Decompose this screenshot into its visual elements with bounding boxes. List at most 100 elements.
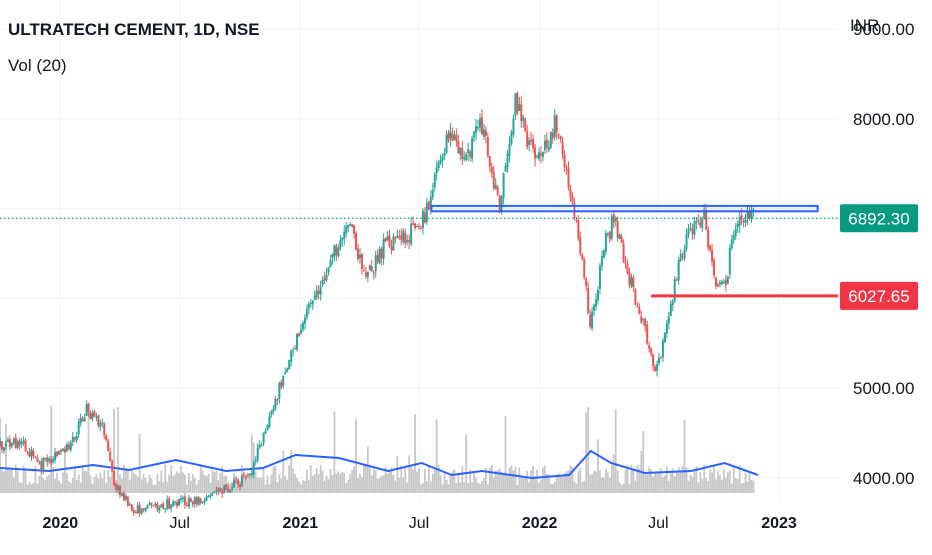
- candle-body: [6, 439, 9, 443]
- candle-body: [203, 499, 206, 503]
- volume-bar: [154, 484, 157, 493]
- volume-bar: [624, 469, 627, 493]
- volume-bar: [577, 470, 580, 493]
- candle-body: [539, 153, 542, 156]
- candle-body: [81, 419, 84, 422]
- y-tick-label: 4000.00: [853, 469, 914, 488]
- candle-body: [335, 246, 338, 256]
- volume-bar: [292, 468, 295, 493]
- volume-bar: [150, 478, 153, 493]
- volume-bar: [304, 480, 306, 493]
- volume-bar: [461, 466, 464, 493]
- candle-body: [591, 311, 594, 329]
- candle-body: [115, 483, 118, 490]
- y-tick-label: 9000.00: [853, 20, 914, 39]
- volume-bar: [492, 477, 495, 493]
- candle-body: [421, 210, 424, 229]
- volume-bar: [575, 483, 578, 493]
- volume-bar: [561, 474, 564, 493]
- candle-body: [260, 444, 263, 446]
- volume-bar: [46, 476, 49, 493]
- candle-body: [600, 255, 603, 267]
- candle-body: [362, 270, 365, 272]
- volume-bar: [264, 484, 267, 493]
- volume-bar: [351, 470, 354, 493]
- candle-body: [276, 399, 279, 401]
- candle-body: [683, 249, 686, 259]
- x-tick-label: Jul: [409, 515, 429, 532]
- candle-body: [154, 504, 157, 506]
- candle-body: [205, 496, 208, 501]
- candle-body: [425, 202, 428, 222]
- volume-bar: [514, 467, 517, 493]
- candle-body: [317, 290, 320, 294]
- candle-body: [532, 138, 535, 149]
- volume-bar: [740, 483, 743, 493]
- volume-bar: [217, 479, 220, 493]
- candle-body: [520, 104, 523, 121]
- candle-body: [126, 496, 129, 506]
- volume-bar: [189, 480, 192, 493]
- candle-body: [132, 510, 135, 513]
- volume-bar: [199, 465, 202, 493]
- volume-bar: [0, 417, 1, 493]
- candle-body: [689, 228, 692, 230]
- volume-bar: [601, 477, 603, 493]
- candle-body: [465, 154, 468, 160]
- candle-body: [496, 186, 499, 195]
- volume-bar: [433, 466, 436, 493]
- candle-body: [372, 272, 375, 274]
- candle-body: [303, 317, 306, 324]
- candle-body: [38, 462, 41, 464]
- volume-bar: [622, 483, 625, 493]
- candle-body: [691, 228, 694, 234]
- volume-bar: [134, 474, 137, 493]
- volume-bar: [317, 474, 320, 493]
- candle-body: [587, 287, 590, 314]
- volume-bar: [353, 466, 355, 493]
- candle-body: [52, 458, 55, 462]
- candle-body: [223, 485, 226, 493]
- volume-bar: [164, 464, 167, 493]
- candle-body: [93, 411, 96, 417]
- candle-body: [659, 357, 662, 359]
- volume-bar: [42, 477, 45, 493]
- volume-bar: [567, 470, 570, 493]
- volume-bar: [333, 411, 336, 493]
- candle-body: [734, 228, 737, 237]
- volume-bar: [329, 468, 332, 493]
- candle-body: [718, 283, 721, 285]
- volume-bar: [140, 479, 143, 493]
- volume-bar: [441, 484, 444, 493]
- candle-body: [343, 231, 346, 239]
- volume-bar: [656, 471, 658, 493]
- volume-bar: [148, 474, 151, 493]
- volume-bar: [121, 478, 123, 493]
- volume-bar: [392, 474, 395, 493]
- candle-body: [187, 497, 190, 507]
- volume-bar: [506, 473, 509, 493]
- candle-body: [492, 171, 495, 188]
- volume-bar: [573, 481, 576, 493]
- volume-indicator-label[interactable]: Vol (20): [8, 56, 67, 75]
- volume-bar: [142, 473, 145, 493]
- candle-body: [2, 447, 5, 451]
- volume-bar: [34, 466, 37, 493]
- candle-body: [610, 216, 613, 239]
- candle-body: [103, 423, 106, 436]
- candle-body: [728, 248, 731, 275]
- volume-bar: [390, 467, 393, 493]
- volume-bar: [404, 465, 407, 493]
- currency-label: INR: [850, 16, 880, 35]
- volume-bar: [504, 416, 507, 493]
- volume-bar: [630, 464, 633, 493]
- volume-bar: [418, 467, 420, 493]
- candle-body: [349, 224, 352, 227]
- volume-bar: [412, 469, 414, 493]
- volume-bar: [498, 468, 501, 493]
- volume-bar: [203, 474, 206, 493]
- candle-body: [71, 436, 74, 442]
- volume-bar: [614, 409, 617, 493]
- candle-body: [252, 462, 255, 475]
